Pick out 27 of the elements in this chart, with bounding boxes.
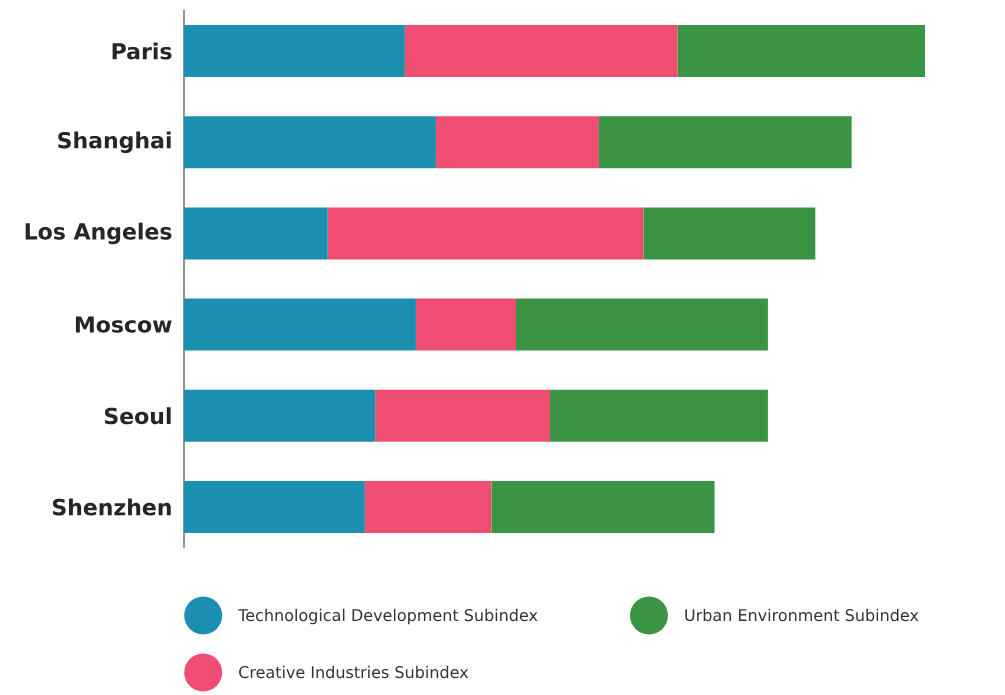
bar bbox=[184, 116, 436, 169]
legend-label: Urban Environment Subindex bbox=[685, 608, 919, 622]
y-tick-label: Shanghai bbox=[58, 131, 171, 153]
bar bbox=[598, 116, 852, 169]
bar bbox=[184, 389, 376, 442]
bar bbox=[375, 389, 551, 442]
legend-label: Creative Industries Subindex bbox=[239, 665, 469, 679]
bar bbox=[404, 25, 678, 78]
y-tick-label: Seoul bbox=[104, 407, 171, 425]
y-tick-label: Paris bbox=[112, 42, 172, 60]
bar bbox=[435, 116, 599, 169]
bar bbox=[491, 480, 715, 533]
bar bbox=[515, 298, 768, 351]
bar bbox=[184, 207, 328, 260]
y-tick-label: Los Angeles bbox=[25, 222, 172, 245]
bar bbox=[643, 207, 816, 260]
bar bbox=[327, 207, 644, 260]
bar bbox=[184, 480, 365, 533]
bar bbox=[184, 298, 416, 351]
legend-label: Technological Development Subindex bbox=[238, 608, 538, 625]
bar bbox=[415, 298, 516, 351]
bar bbox=[184, 25, 405, 78]
bar bbox=[550, 389, 768, 442]
y-tick-label: Shenzhen bbox=[52, 498, 171, 516]
bar bbox=[364, 480, 492, 533]
y-tick-label: Moscow bbox=[75, 316, 172, 333]
bar bbox=[677, 25, 925, 78]
